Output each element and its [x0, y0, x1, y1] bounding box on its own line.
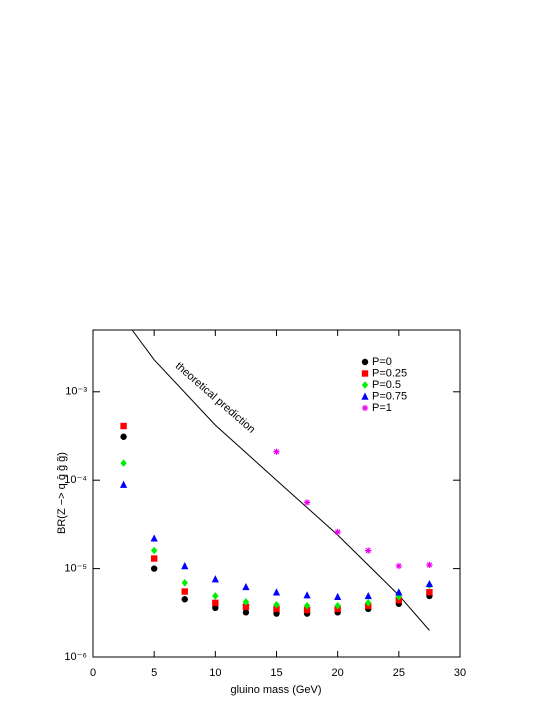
point [120, 433, 127, 440]
x-tick-label: 0 [90, 667, 96, 679]
point [303, 591, 311, 599]
x-tick-label: 15 [270, 667, 282, 679]
point [181, 561, 189, 570]
point [273, 600, 280, 609]
point [303, 606, 311, 614]
legend-marker [361, 381, 369, 389]
legend-label: P=0.5 [372, 379, 401, 391]
point [119, 480, 128, 488]
point [395, 592, 403, 601]
legend-marker [361, 358, 369, 366]
point [395, 562, 403, 570]
point [150, 565, 158, 572]
point [242, 582, 250, 591]
point [303, 499, 311, 506]
point [426, 561, 433, 569]
x-tick-label: 10 [209, 667, 221, 679]
point [120, 422, 127, 430]
legend-label: P=0.75 [372, 390, 407, 402]
legend-marker [361, 404, 369, 412]
point [181, 588, 188, 595]
point [242, 603, 250, 610]
point [120, 459, 127, 467]
point [212, 592, 219, 600]
point [272, 588, 281, 596]
point [212, 599, 219, 607]
point [212, 604, 219, 612]
point [242, 609, 250, 616]
y-tick-label: 10⁻⁵ [64, 563, 87, 575]
point [395, 588, 403, 596]
point [181, 596, 188, 603]
point [365, 547, 372, 554]
point [334, 601, 341, 610]
legend-marker [361, 392, 369, 400]
y-tick-label: 10⁻³ [65, 386, 87, 398]
x-axis-label: gluino mass (GeV) [230, 684, 321, 696]
legend-marker [361, 370, 369, 377]
y-tick-label: 10⁻⁶ [64, 651, 87, 663]
point [211, 575, 219, 583]
x-tick-label: 5 [151, 667, 157, 679]
x-tick-label: 20 [332, 667, 344, 679]
point [334, 528, 341, 536]
y-axis-label: BR(Z −> q q̄ g̃ g̃) [56, 452, 68, 534]
point [273, 605, 280, 613]
point [426, 589, 433, 596]
x-tick-label: 30 [454, 667, 466, 679]
point [181, 579, 188, 587]
point [425, 579, 434, 588]
point [150, 555, 158, 562]
point [364, 591, 372, 600]
point [242, 598, 250, 606]
x-tick-label: 25 [393, 667, 405, 679]
legend-label: P=0.25 [372, 367, 407, 379]
y-tick-label: 10⁻⁴ [64, 474, 87, 486]
legend-label: P=0 [372, 356, 392, 368]
point [334, 592, 342, 600]
point [150, 534, 158, 542]
point [150, 546, 158, 555]
point [303, 601, 311, 610]
point [365, 599, 372, 607]
point [273, 448, 280, 455]
legend-label: P=1 [372, 402, 392, 414]
